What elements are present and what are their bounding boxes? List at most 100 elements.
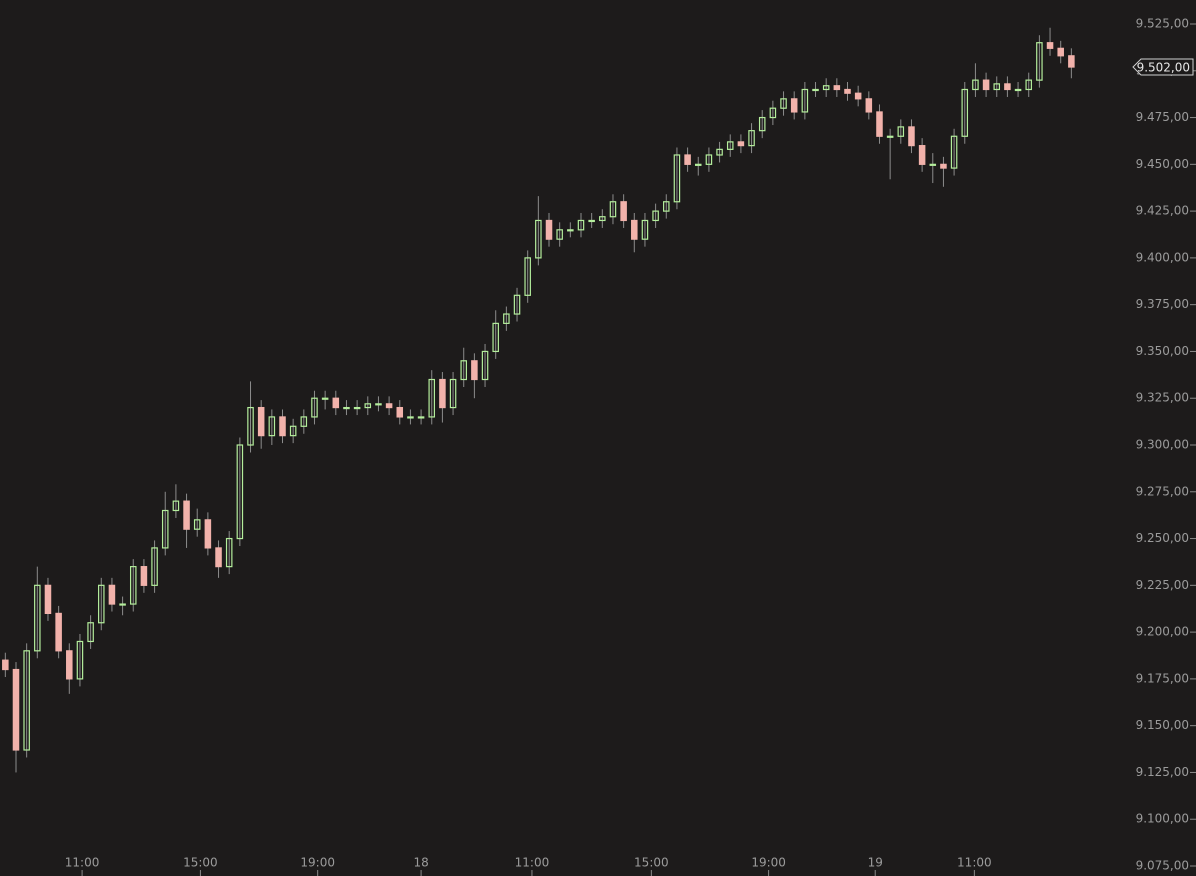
candle-body [652,210,659,222]
candle-body [780,98,787,109]
candle-body [673,154,681,203]
candle-body [588,219,595,223]
candle-body [204,519,212,549]
candle-body [449,378,457,409]
y-tick-label: 9.075,00 [1136,859,1189,873]
x-tick-label: 15:00 [183,856,218,870]
y-tick-label: 9.175,00 [1136,671,1189,685]
y-tick-label: 9.250,00 [1136,531,1189,545]
candle-body [215,547,222,568]
x-tick-label: 19:00 [300,856,335,870]
y-tick-label: 9.100,00 [1136,812,1189,826]
candle-body [1004,83,1011,91]
candle-body [321,397,329,400]
candle-body [76,640,84,680]
candle-body [567,229,574,232]
candle-body [876,111,883,137]
candle-body [865,98,873,113]
candle-body [151,547,158,586]
x-tick-label: 19 [868,856,883,870]
candle-body [726,141,734,150]
candle-body [247,406,254,446]
x-tick-label: 11:00 [515,856,550,870]
y-tick-label: 9.225,00 [1136,578,1189,592]
candle-body [993,83,1001,91]
last-price-box [1132,58,1194,76]
candle-body [193,519,201,530]
candle-body [460,360,467,381]
y-tick-label: 9.325,00 [1136,391,1189,405]
candle-body [44,584,52,614]
candle-body [471,360,478,381]
candle-body [631,219,638,240]
candle-body [716,148,723,156]
candle-body [684,154,691,165]
candle-body [439,378,446,409]
candle-body [513,294,521,315]
candle-body [225,537,233,568]
candle-body [1068,55,1075,68]
x-tick-label: 19:00 [751,856,786,870]
candle-body [854,92,862,100]
candle-body [950,135,958,169]
candle-body [257,406,265,437]
candle-body [545,219,553,240]
candle-body [1025,79,1032,91]
candle-body [300,416,308,427]
candle-body [268,416,276,437]
candle-body [577,219,585,231]
candle-body [812,88,819,92]
candle-body [492,322,499,353]
candle-body [119,603,126,606]
candle-body [758,116,766,132]
candle-body [918,145,926,165]
candle-body [2,659,9,671]
candle-body [375,403,382,406]
candle-body [311,397,318,418]
candle-body [289,425,297,437]
candle-body [407,416,414,419]
candle-body [641,219,649,240]
candle-body [279,416,286,437]
y-tick-label: 9.275,00 [1136,484,1189,498]
last-price-label: 9.502,00 [1137,61,1190,75]
candle-body [769,107,777,119]
y-tick-label: 9.350,00 [1136,344,1189,358]
candle-body [748,130,755,147]
candle-body [364,403,372,409]
candle-body [822,85,830,91]
candle-body [609,201,617,218]
y-tick-label: 9.475,00 [1136,110,1189,124]
candle-body [524,257,531,296]
x-tick-label: 11:00 [957,856,992,870]
y-tick-label: 9.450,00 [1136,157,1189,171]
y-tick-label: 9.300,00 [1136,438,1189,452]
y-tick-label: 9.125,00 [1136,765,1189,779]
candle-body [66,650,73,680]
candle-body [481,350,489,381]
candle-body [790,98,798,113]
candle-body [929,163,937,166]
candle-body [844,88,851,94]
candle-body [961,88,969,137]
candle-body [172,500,180,512]
y-tick-label: 9.525,00 [1136,17,1189,31]
candle-body [801,88,809,113]
candle-body [108,584,116,605]
candle-body [396,406,404,418]
x-tick-label: 11:00 [65,856,100,870]
candle-body [129,566,137,605]
candle-body [98,584,105,624]
candle-body [428,378,436,418]
candle-body [353,406,361,410]
candle-body [940,163,947,169]
candle-body [694,163,702,166]
candle-body [332,397,340,409]
candle-body [87,622,94,643]
candle-body [705,154,713,165]
candle-body [1014,88,1022,92]
candle-body [385,403,393,409]
candle-body [1036,42,1043,81]
